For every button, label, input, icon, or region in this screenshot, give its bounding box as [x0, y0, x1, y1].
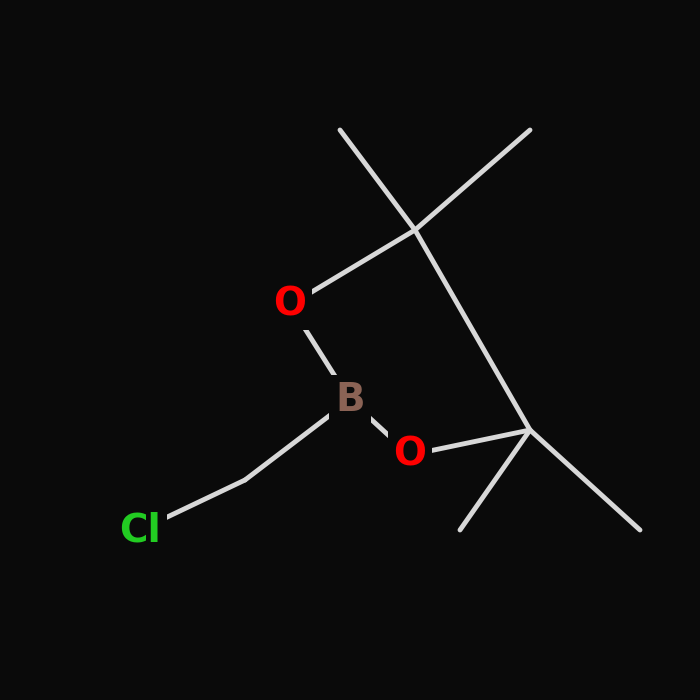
Text: B: B [335, 381, 365, 419]
Text: Cl: Cl [119, 511, 161, 549]
Text: O: O [393, 436, 426, 474]
Text: O: O [274, 286, 307, 324]
